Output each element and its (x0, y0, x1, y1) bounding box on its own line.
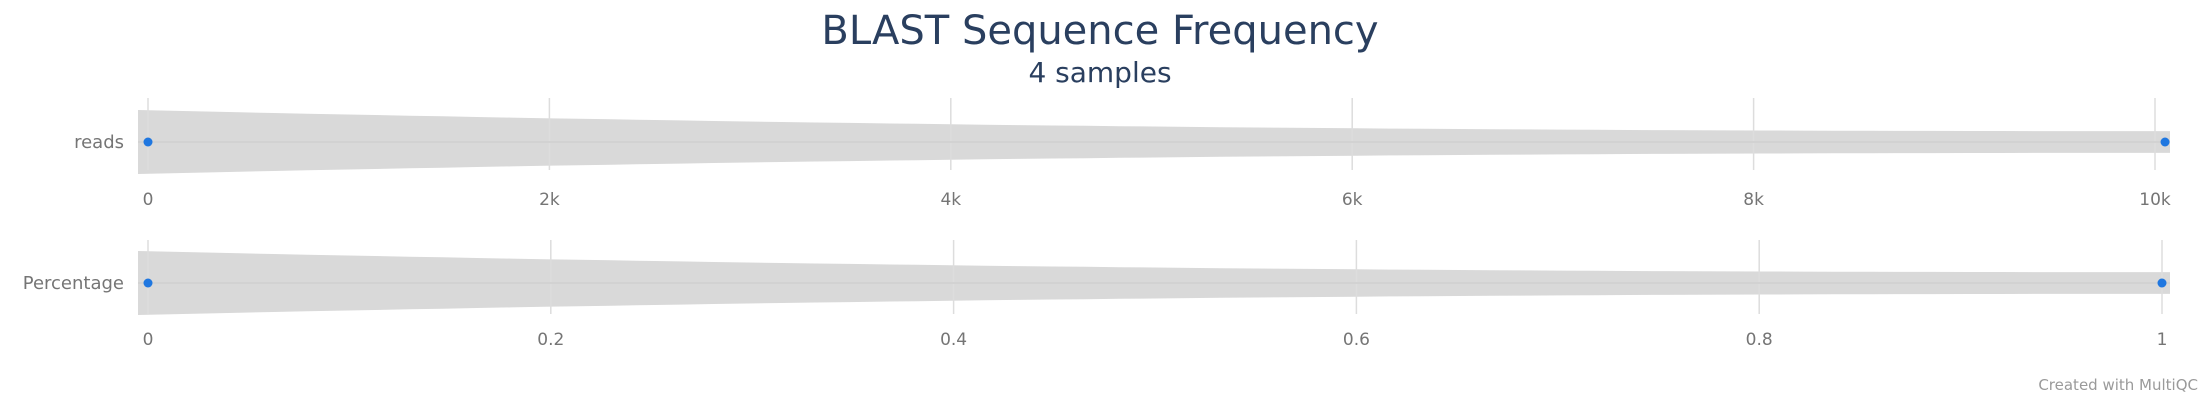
credit-text: Created with MultiQC (2038, 376, 2198, 394)
tick-label: 0 (143, 330, 154, 350)
data-point (143, 137, 153, 147)
tick-label: 0.6 (1343, 330, 1370, 350)
data-point (2160, 137, 2170, 147)
tick-label: 6k (1342, 190, 1363, 210)
chart-title: BLAST Sequence Frequency (821, 8, 1379, 54)
tick-label: 0 (143, 190, 154, 210)
tick-label: 0.2 (537, 330, 564, 350)
data-point (2157, 278, 2167, 288)
chart-subtitle: 4 samples (1028, 56, 1172, 89)
tick-label: 0.4 (940, 330, 967, 350)
data-point (143, 278, 153, 288)
tick-label: 4k (940, 190, 961, 210)
tick-label: 8k (1743, 190, 1764, 210)
row-label-reads: reads (74, 132, 124, 153)
tick-label: 1 (2157, 330, 2168, 350)
tick-label: 2k (539, 190, 560, 210)
tick-label: 0.8 (1746, 330, 1773, 350)
row-label-percentage: Percentage (23, 273, 124, 294)
tick-label: 10k (2139, 190, 2171, 210)
